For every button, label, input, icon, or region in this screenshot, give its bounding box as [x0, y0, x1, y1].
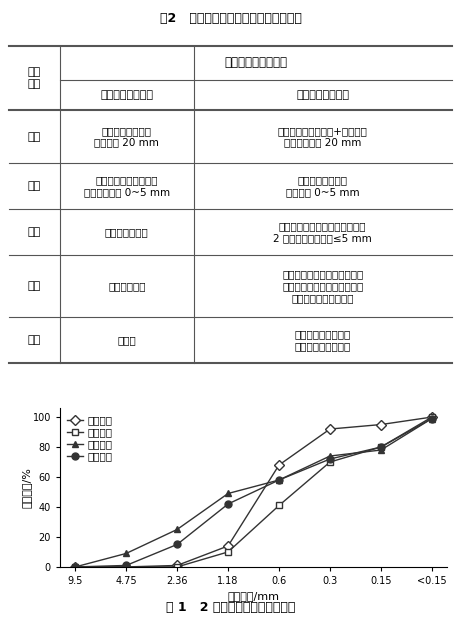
- Text: 运输: 运输: [28, 335, 41, 345]
- Text: 设备与材料技术参数: 设备与材料技术参数: [225, 56, 287, 69]
- Text: 振动喂料机，进料
粒径小于 20 mm: 振动喂料机，进料 粒径小于 20 mm: [95, 126, 159, 148]
- Text: 圆振动筛（晒面带倾仰角度），
2 层筛网，筛网直径≤5 mm: 圆振动筛（晒面带倾仰角度）， 2 层筛网，筛网直径≤5 mm: [273, 221, 372, 243]
- Text: 生产
环节: 生产 环节: [28, 67, 41, 88]
- Text: 制砂: 制砂: [28, 181, 41, 191]
- Text: 喷淋系统降尘: 喷淋系统降尘: [108, 281, 146, 291]
- Text: 表2   普通生产工艺与干法制砂生产工艺: 表2 普通生产工艺与干法制砂生产工艺: [160, 12, 301, 25]
- X-axis label: 筛孔尺寸/mm: 筛孔尺寸/mm: [228, 591, 279, 602]
- Y-axis label: 累计筛余/%: 累计筛余/%: [21, 467, 31, 508]
- Text: 筛分: 筛分: [28, 227, 41, 237]
- Text: 立式冲击破碎机，
出料粒径 0~5 mm: 立式冲击破碎机， 出料粒径 0~5 mm: [286, 176, 360, 197]
- Text: 两级破：先颚破后圆锥
破，出料粒径 0~5 mm: 两级破：先颚破后圆锥 破，出料粒径 0~5 mm: [84, 176, 170, 197]
- Text: 皮带运输机，避免砂
在运输过程中离析。: 皮带运输机，避免砂 在运输过程中离析。: [295, 329, 351, 351]
- Text: 摇筛，单层筛网: 摇筛，单层筛网: [105, 227, 148, 237]
- Text: 布袋式除尘器，根据需要控制
石粉含量；喷淋系统，喷嘴能
调整方向及喷水量大小: 布袋式除尘器，根据需要控制 石粉含量；喷淋系统，喷嘴能 调整方向及喷水量大小: [282, 270, 363, 303]
- Legend: 级配上限, 级配下限, 普通工艺, 干法制砂: 级配上限, 级配下限, 普通工艺, 干法制砂: [65, 413, 114, 464]
- Text: 立式变频振动喂料机+除铁器，
进料粒径小于 20 mm: 立式变频振动喂料机+除铁器， 进料粒径小于 20 mm: [278, 126, 367, 148]
- Text: 除尘: 除尘: [28, 281, 41, 291]
- Text: 图 1   2 种生产工艺机制砂的级配: 图 1 2 种生产工艺机制砂的级配: [166, 601, 295, 614]
- Text: 传统普通制砂工艺: 传统普通制砂工艺: [100, 90, 153, 100]
- Text: 给料: 给料: [28, 131, 41, 141]
- Text: 溜槽式: 溜槽式: [118, 335, 136, 345]
- Text: 新型干法制砂工艺: 新型干法制砂工艺: [296, 90, 349, 100]
